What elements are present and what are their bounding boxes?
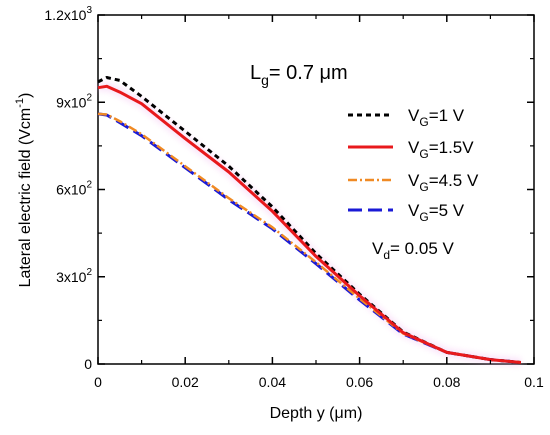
y-tick-label: 0 — [84, 356, 92, 372]
x-tick-label: 0.04 — [259, 374, 286, 390]
drain-voltage-annotation: Vd= 0.05 V — [372, 239, 454, 262]
y-tick-label: 9x102 — [56, 92, 92, 110]
legend-label-4: VG=5 V — [408, 201, 465, 224]
curve-halo — [97, 81, 522, 367]
x-tick-label: 0 — [94, 374, 102, 390]
y-tick-label: 6x102 — [56, 180, 92, 198]
y-tick-label: 1.2x103 — [44, 5, 92, 23]
legend-label-1: VG=1 V — [408, 106, 465, 129]
legend-label-2: VG=1.5V — [408, 138, 474, 161]
gate-length-annotation: Lg= 0.7 μm — [250, 62, 348, 88]
ticks-layer: 0 0.02 0.04 0.06 0.08 0.1 0 3x102 6x102 9x102 1.2x… — [44, 5, 544, 390]
x-tick-label: 0.08 — [433, 374, 460, 390]
x-tick-label: 0.1 — [524, 374, 544, 390]
x-tick-label: 0.02 — [172, 374, 199, 390]
legend-label-3: VG=4.5 V — [408, 171, 479, 194]
legend: VG=1 V VG=1.5V VG=4.5 V VG=5 V — [348, 106, 479, 224]
y-tick-label: 3x102 — [56, 267, 92, 285]
series-layer — [97, 76, 522, 367]
y-axis-title: Lateral electric field (Vcm-1) — [14, 93, 34, 288]
x-tick-label: 0.06 — [346, 374, 373, 390]
series-line-2 — [97, 84, 522, 364]
x-axis-title: Depth y (μm) — [270, 405, 363, 422]
